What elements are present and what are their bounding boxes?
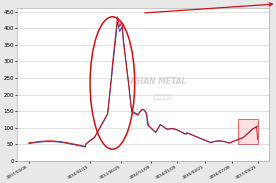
FancyBboxPatch shape	[238, 119, 258, 144]
Text: ASIAN METAL: ASIAN METAL	[130, 77, 187, 86]
Text: 亚洲金属网: 亚洲金属网	[154, 94, 173, 100]
